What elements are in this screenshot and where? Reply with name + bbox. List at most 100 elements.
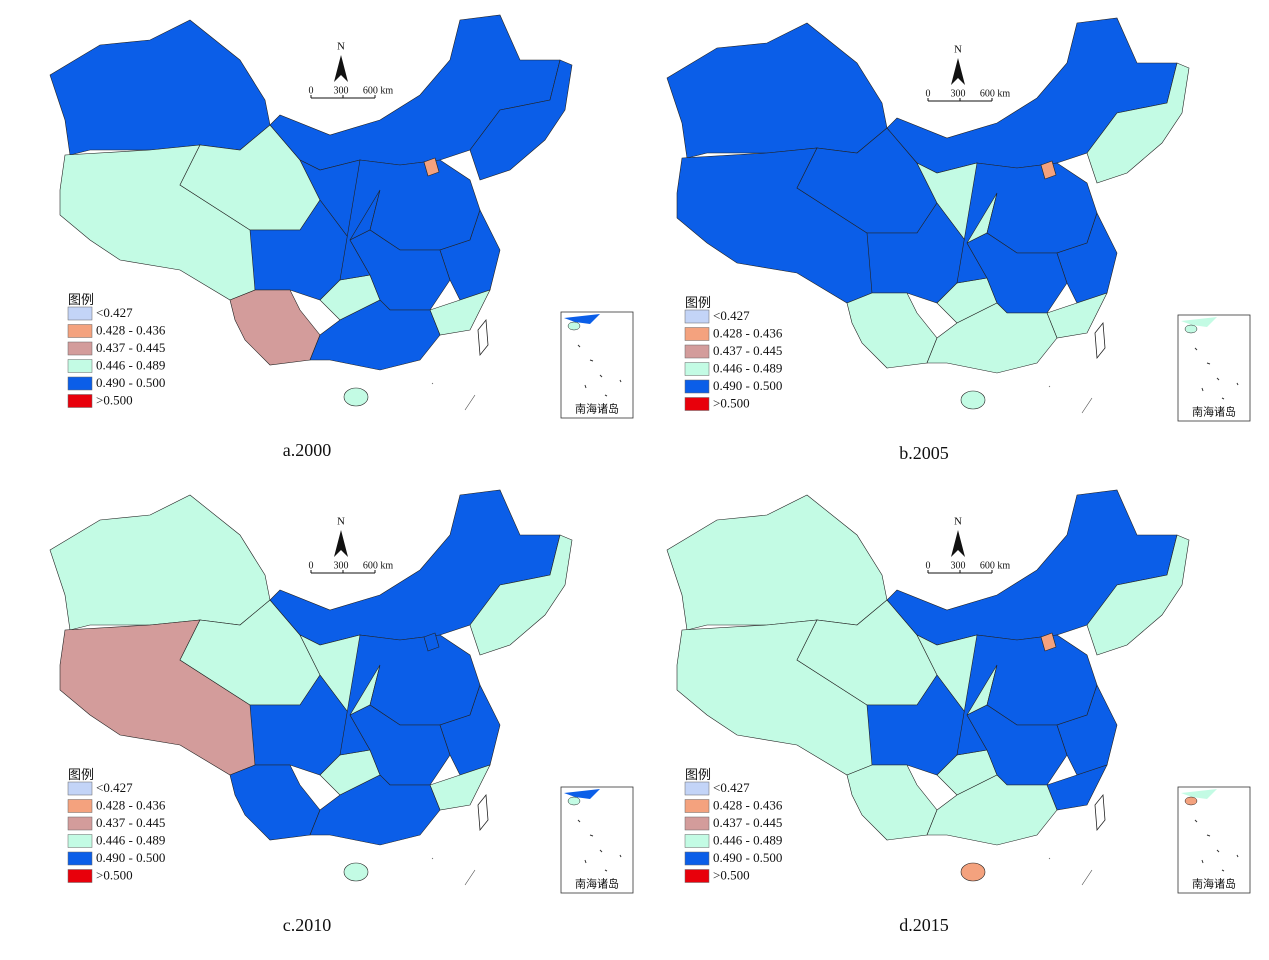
inset-islands bbox=[577, 819, 622, 872]
map-panel: N 0 300 600 km 图例<0.427 0.428 - 0.436 0.437 - … bbox=[49, 489, 634, 935]
province bbox=[229, 764, 321, 841]
scale-label: 300 bbox=[334, 560, 349, 571]
legend-label: 0.446 - 0.489 bbox=[713, 360, 782, 375]
legend-swatch bbox=[684, 781, 710, 796]
province bbox=[49, 19, 271, 156]
legend-label: 0.428 - 0.436 bbox=[96, 322, 166, 337]
taiwan bbox=[477, 793, 489, 832]
panel-caption: a.2000 bbox=[283, 440, 332, 460]
inset-label: 南海诸岛 bbox=[1192, 405, 1236, 419]
legend-swatch bbox=[684, 834, 710, 848]
scale-label: 600 km bbox=[980, 560, 1011, 571]
province bbox=[423, 632, 440, 652]
province bbox=[429, 289, 491, 336]
north-arrow bbox=[951, 58, 965, 85]
legend-label: 0.437 - 0.445 bbox=[96, 340, 165, 355]
inset-islands bbox=[577, 344, 622, 397]
legend-label: >0.500 bbox=[96, 392, 133, 407]
inset-islands bbox=[1194, 347, 1239, 400]
legend-swatch bbox=[684, 327, 710, 341]
legend-label: >0.500 bbox=[96, 867, 133, 882]
legend-swatch bbox=[684, 362, 710, 376]
legend-swatch bbox=[684, 379, 710, 394]
scale-label: 0 bbox=[309, 85, 314, 96]
inset-hainan bbox=[1184, 324, 1198, 334]
panel-caption: c.2010 bbox=[283, 915, 332, 935]
legend-label: >0.500 bbox=[713, 395, 750, 410]
province bbox=[926, 302, 1058, 374]
legend-swatch bbox=[67, 851, 93, 866]
panel-caption: d.2015 bbox=[899, 915, 949, 935]
north-label: N bbox=[337, 41, 345, 53]
legend-label: 0.446 - 0.489 bbox=[96, 832, 165, 847]
scale-label: 600 km bbox=[363, 560, 394, 571]
legend-label: 0.490 - 0.500 bbox=[96, 850, 165, 865]
province bbox=[469, 534, 573, 656]
legend-label: <0.427 bbox=[96, 780, 133, 795]
legend-label: 0.437 - 0.445 bbox=[96, 815, 165, 830]
province bbox=[1086, 62, 1190, 184]
scale-label: 300 bbox=[951, 88, 966, 99]
legend-swatch bbox=[67, 341, 93, 356]
scale-label: 0 bbox=[309, 560, 314, 571]
taiwan bbox=[1094, 793, 1106, 832]
coast-line bbox=[1048, 857, 1093, 886]
inset-label: 南海诸岛 bbox=[575, 402, 619, 416]
taiwan bbox=[1094, 321, 1106, 360]
legend-label: <0.427 bbox=[713, 308, 750, 323]
north-arrow bbox=[334, 530, 348, 557]
legend-swatch bbox=[67, 869, 93, 883]
province bbox=[846, 292, 938, 369]
inset-label: 南海诸岛 bbox=[1192, 877, 1236, 891]
scale-bar bbox=[310, 570, 376, 574]
province bbox=[469, 59, 573, 181]
inset-land bbox=[1181, 317, 1217, 327]
legend-label: <0.427 bbox=[713, 780, 750, 795]
taiwan bbox=[477, 318, 489, 357]
scale-label: 0 bbox=[926, 88, 931, 99]
north-arrow bbox=[334, 55, 348, 82]
north-arrow bbox=[951, 530, 965, 557]
inset-label: 南海诸岛 bbox=[575, 877, 619, 891]
coast-line bbox=[1048, 385, 1093, 414]
legend-swatch bbox=[67, 376, 93, 391]
legend-label: 0.490 - 0.500 bbox=[96, 375, 165, 390]
map-panel: N 0 300 600 km 图例<0.427 0.428 - 0.436 0.437 - … bbox=[49, 14, 634, 460]
coast-line bbox=[431, 857, 476, 886]
scale-label: 0 bbox=[926, 560, 931, 571]
legend-swatch bbox=[67, 324, 93, 338]
legend-swatch bbox=[684, 869, 710, 883]
inset-hainan bbox=[567, 796, 581, 806]
legend-swatch bbox=[67, 359, 93, 373]
map-panel: N 0 300 600 km 图例<0.427 0.428 - 0.436 0.437 - … bbox=[666, 17, 1251, 463]
province bbox=[1046, 764, 1108, 811]
inset-land bbox=[564, 789, 600, 799]
province bbox=[423, 157, 440, 177]
legend-label: 0.446 - 0.489 bbox=[96, 357, 165, 372]
legend-swatch bbox=[67, 834, 93, 848]
legend-swatch bbox=[67, 781, 93, 796]
inset-islands bbox=[1194, 819, 1239, 872]
hainan bbox=[343, 862, 369, 882]
province bbox=[1046, 292, 1108, 339]
legend-label: 0.428 - 0.436 bbox=[713, 325, 783, 340]
legend-swatch bbox=[67, 816, 93, 831]
inset-land bbox=[564, 314, 600, 324]
legend-swatch bbox=[684, 799, 710, 813]
legend-swatch bbox=[684, 851, 710, 866]
north-label: N bbox=[954, 516, 962, 528]
province bbox=[1086, 534, 1190, 656]
hainan bbox=[343, 387, 369, 407]
legend-label: 0.428 - 0.436 bbox=[96, 797, 166, 812]
inset-land bbox=[1181, 789, 1217, 799]
north-label: N bbox=[954, 44, 962, 56]
legend-title: 图例 bbox=[68, 767, 94, 782]
legend-label: 0.437 - 0.445 bbox=[713, 815, 782, 830]
legend-label: 0.428 - 0.436 bbox=[713, 797, 783, 812]
coast-line bbox=[431, 382, 476, 411]
hainan bbox=[960, 390, 986, 410]
legend-swatch bbox=[684, 309, 710, 324]
scale-label: 300 bbox=[951, 560, 966, 571]
province bbox=[666, 494, 888, 631]
